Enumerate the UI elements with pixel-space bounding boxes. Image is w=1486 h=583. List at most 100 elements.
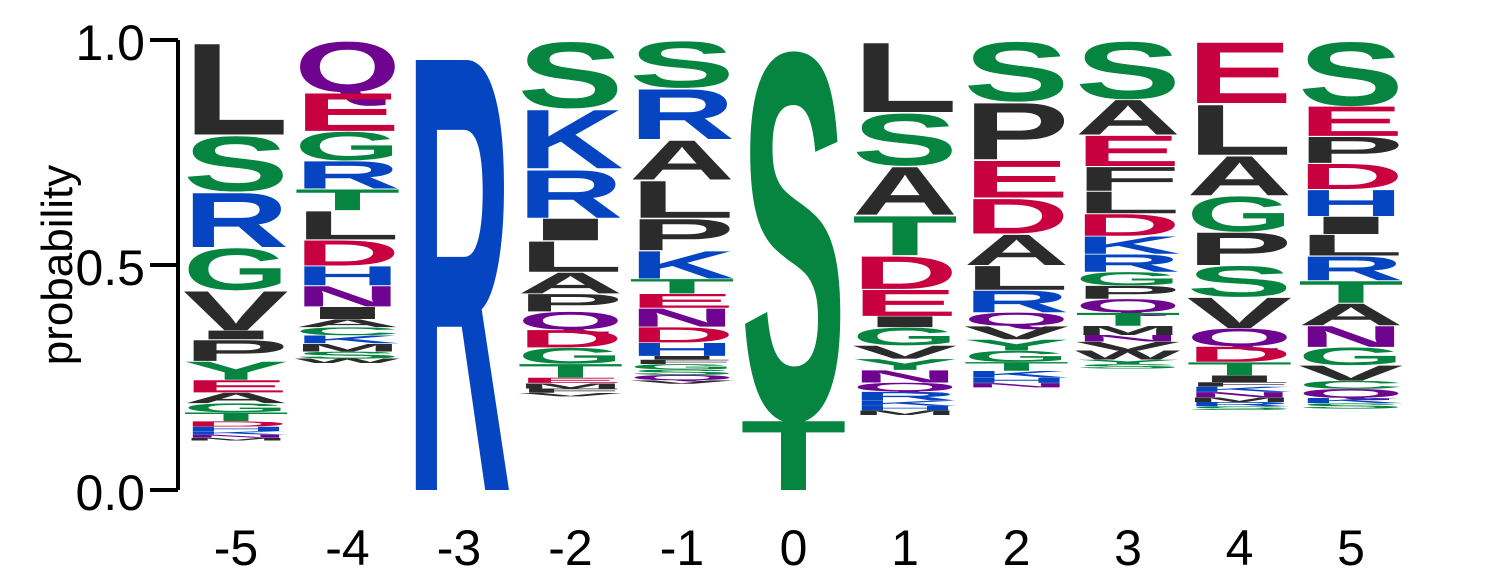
logo-letter: A xyxy=(852,153,958,230)
logo-letter: M xyxy=(852,409,958,416)
logo-letter: N xyxy=(183,434,289,439)
logo-letter: T xyxy=(852,205,958,268)
logo-letter: E xyxy=(183,377,289,397)
logo-letter: G xyxy=(1075,268,1181,289)
logo-letter: N xyxy=(852,367,958,387)
logo-letter: I xyxy=(629,355,735,361)
logo-letter: A xyxy=(1298,297,1404,332)
logo-letter: T xyxy=(183,410,289,424)
logo-letter: D xyxy=(852,247,958,299)
logo-letter: E xyxy=(1075,126,1181,175)
logo-letter: N xyxy=(1298,320,1404,353)
x-axis-labels: -5 -4 -3 -2 -1 0 1 2 3 4 5 xyxy=(214,520,1365,576)
logo-letter: M xyxy=(1187,396,1293,403)
logo-letter: G xyxy=(1187,186,1293,242)
logo-letter: V xyxy=(852,342,958,363)
logo-letter: A xyxy=(629,128,735,191)
logo-letter: F xyxy=(1075,160,1181,198)
logo-letter: G xyxy=(518,343,624,368)
logo-letter: S xyxy=(1298,24,1404,125)
logo-letter: Y xyxy=(852,356,958,373)
logo-letter: P xyxy=(1187,223,1293,275)
logo-letter: I xyxy=(518,212,624,247)
logo-letter: S xyxy=(852,99,958,181)
logo-letter: W xyxy=(295,357,401,364)
logo-letter: Q xyxy=(964,309,1070,330)
x-tick-label: -5 xyxy=(214,520,258,576)
logo-letter: R xyxy=(518,156,624,233)
y-tick-label: 0.5 xyxy=(75,240,145,296)
logo-letter: L xyxy=(964,259,1070,297)
logo-letter: V xyxy=(1075,339,1181,353)
logo-letter: Y xyxy=(183,356,289,385)
logo-letter: R xyxy=(183,177,289,264)
logo-letter: N xyxy=(1187,391,1293,399)
logo-letter: A xyxy=(1075,90,1181,146)
logo-letter: S xyxy=(1187,257,1293,306)
logo-letter: A xyxy=(1187,144,1293,207)
logo-letter: M xyxy=(295,341,401,354)
logo-letter: F xyxy=(629,358,735,365)
logo-letter: E xyxy=(629,290,735,312)
logo-letter: D xyxy=(1298,156,1404,197)
x-tick-label: -2 xyxy=(548,520,592,576)
x-tick-label: 1 xyxy=(891,520,919,576)
x-tick-label: 0 xyxy=(780,520,808,576)
logo-letter: T xyxy=(964,360,1070,374)
logo-letter: I xyxy=(852,313,958,330)
logo-letter: G xyxy=(295,124,401,169)
logo-letter: T xyxy=(518,360,624,382)
logo-letter: K xyxy=(964,369,1070,379)
logo-letter: S xyxy=(1298,402,1404,410)
logo-letter: M xyxy=(183,437,289,441)
logo-letter: S xyxy=(629,28,735,101)
logo-letter: T xyxy=(295,183,401,216)
logo-letter: G xyxy=(183,237,289,303)
logo-letter: S xyxy=(295,350,401,361)
logo-letter: M xyxy=(1075,324,1181,338)
logo-letter: Y xyxy=(964,336,1070,353)
logo-letter: K xyxy=(629,243,735,287)
logo-letter: V xyxy=(183,280,289,343)
logo-letter: L xyxy=(1075,185,1181,220)
logo-letter: G xyxy=(629,363,735,371)
logo-letter: Q xyxy=(295,27,401,108)
logo-letter: I xyxy=(183,328,289,342)
logo-letter: V xyxy=(518,392,624,398)
logo-letter: F xyxy=(1187,381,1293,388)
logo-letter: H xyxy=(295,261,401,292)
logo-letter: Q xyxy=(1187,323,1293,351)
logo-letter: C xyxy=(1298,379,1404,392)
logo-letter: Q xyxy=(629,374,735,382)
logo-letter: P xyxy=(964,86,1070,177)
logo-letter: G xyxy=(1298,342,1404,370)
logo-letter: A xyxy=(295,317,401,330)
logo-letter: I xyxy=(1298,211,1404,239)
logo-letter: R xyxy=(629,74,735,154)
logo-letter: Q xyxy=(1298,386,1404,400)
logo-letter: E xyxy=(852,282,958,324)
logo-letter: K xyxy=(295,333,401,346)
logo-letter: V xyxy=(629,379,735,385)
logo-letter: A xyxy=(964,225,1070,274)
x-tick-label: -3 xyxy=(437,520,481,576)
logo-letter: M xyxy=(518,382,624,390)
logo-letter: E xyxy=(1187,25,1293,123)
logo-letter: E xyxy=(518,376,624,384)
logo-letter: I xyxy=(295,303,401,323)
logo-letter: H xyxy=(183,425,289,432)
logo-letter: E xyxy=(295,82,401,143)
logo-letter: E xyxy=(1298,97,1404,144)
logo-letter: H xyxy=(629,339,735,360)
logo-letter: S xyxy=(518,23,624,128)
logo-letter: L xyxy=(183,16,289,163)
logo-letter: I xyxy=(1187,374,1293,384)
logo-letter: N xyxy=(629,303,735,332)
logo-letter: N xyxy=(295,280,401,313)
y-tick-label: 0.0 xyxy=(75,465,145,521)
y-axis: 0.0 0.5 1.0 probability xyxy=(33,15,180,521)
logo-letter: G xyxy=(852,322,958,350)
logo-letter: R xyxy=(295,153,401,197)
logo-letter: H xyxy=(1298,182,1404,224)
logo-letter: H xyxy=(852,405,958,412)
